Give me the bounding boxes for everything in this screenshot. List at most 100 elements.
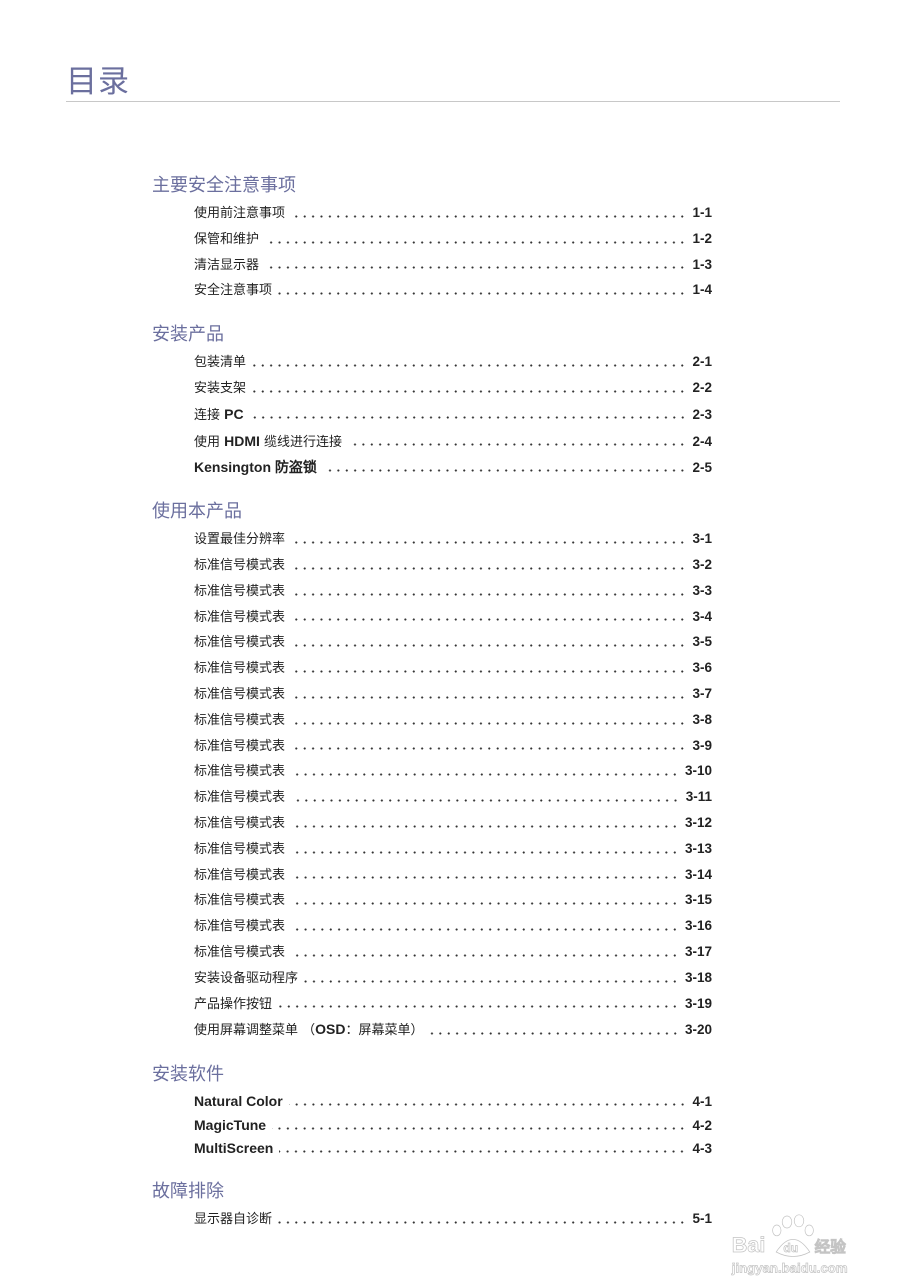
toc-entry[interactable]: 显示器自诊断 5-1 <box>194 1207 712 1233</box>
toc-entry[interactable]: 产品操作按钮 3-19 <box>194 992 712 1018</box>
entry-label: 标准信号模式表 <box>194 661 286 677</box>
page-number: 3-14 <box>684 866 712 882</box>
page-number: 3-7 <box>692 685 712 701</box>
svg-text:jingyan.baidu.com: jingyan.baidu.com <box>731 1260 848 1275</box>
section-heading[interactable]: 主要安全注意事项 <box>152 175 296 196</box>
section-heading[interactable]: 安装产品 <box>152 324 224 346</box>
dot-leader <box>272 1126 687 1130</box>
page-number: 3-12 <box>684 814 712 830</box>
dot-leader <box>288 1102 687 1106</box>
entry-label: 标准信号模式表 <box>194 944 286 960</box>
dot-leader <box>278 292 687 296</box>
entry-label: 使用屏幕调整菜单 （OSD：屏幕菜单） <box>194 1021 424 1039</box>
toc-entry[interactable]: 标准信号模式表 3-5 <box>194 630 712 656</box>
dot-leader <box>304 979 679 983</box>
entry-label: 标准信号模式表 <box>194 712 286 728</box>
entry-label: MultiScreen <box>194 1140 274 1157</box>
toc-entry[interactable]: 标准信号模式表 3-11 <box>194 785 712 811</box>
toc-entry[interactable]: 标准信号模式表 3-6 <box>194 656 712 682</box>
toc-entry[interactable]: 安装支架 2-2 <box>194 376 712 402</box>
svg-text:du: du <box>783 1241 798 1255</box>
page-number: 3-19 <box>684 995 712 1011</box>
toc-entry[interactable]: 标准信号模式表 3-3 <box>194 579 712 605</box>
toc-entry[interactable]: MagicTune 4-2 <box>194 1114 712 1138</box>
page-number: 1-2 <box>692 230 712 246</box>
toc-entry[interactable]: 安全注意事项 1-4 <box>194 278 712 304</box>
entry-label: 标准信号模式表 <box>194 557 286 573</box>
dot-leader <box>291 670 687 674</box>
toc-entry[interactable]: 使用前注意事项 1-1 <box>194 201 712 227</box>
page-number: 3-13 <box>684 840 712 856</box>
dot-leader <box>291 618 687 622</box>
dot-leader <box>291 953 679 957</box>
toc-entry[interactable]: 标准信号模式表 3-17 <box>194 940 712 966</box>
page-number: 1-1 <box>692 205 712 220</box>
toc-entry[interactable]: 标准信号模式表 3-14 <box>194 863 712 889</box>
dot-leader <box>265 266 687 270</box>
toc-entry[interactable]: 使用屏幕调整菜单 （OSD：屏幕菜单） 3-20 <box>194 1017 712 1044</box>
entry-label: 标准信号模式表 <box>194 790 286 806</box>
entry-label: 设置最佳分辨率 <box>194 532 286 548</box>
toc-section: 安装软件 Natural Color 4-1 MagicTune 4-2 MultiScr… <box>152 1060 712 1161</box>
entry-label: 标准信号模式表 <box>194 686 286 702</box>
entry-label: 使用 HDMI 缆线进行连接 <box>194 432 343 450</box>
dot-leader <box>291 928 679 932</box>
section-heading[interactable]: 安装软件 <box>152 1064 224 1086</box>
entry-label: 标准信号模式表 <box>194 635 286 651</box>
dot-leader <box>348 442 687 446</box>
section-heading[interactable]: 使用本产品 <box>152 501 242 523</box>
toc-entry[interactable]: 包装清单 2-1 <box>194 350 712 376</box>
dot-leader <box>291 824 679 828</box>
svg-text:经验: 经验 <box>815 1237 847 1256</box>
page-number: 3-4 <box>692 608 712 624</box>
dot-leader <box>279 1150 687 1154</box>
entry-label: 连接 PC <box>194 405 244 423</box>
svg-text:Bai: Bai <box>732 1232 766 1257</box>
toc-entry[interactable]: 标准信号模式表 3-8 <box>194 708 712 734</box>
toc-entry[interactable]: 标准信号模式表 3-4 <box>194 605 712 631</box>
dot-leader <box>249 416 687 420</box>
toc-entry[interactable]: 标准信号模式表 3-16 <box>194 914 712 940</box>
dot-leader <box>429 1031 679 1035</box>
toc-entry[interactable]: 清洁显示器 1-3 <box>194 253 712 279</box>
page-number: 3-15 <box>684 892 712 908</box>
entry-label: 标准信号模式表 <box>194 609 286 625</box>
toc-entry[interactable]: 标准信号模式表 3-12 <box>194 811 712 837</box>
entry-label: 保管和维护 <box>194 231 260 247</box>
dot-leader <box>291 850 679 854</box>
page-number: 3-18 <box>684 969 712 985</box>
toc-section: 故障排除显示器自诊断 5-1 <box>152 1177 712 1233</box>
toc-entry[interactable]: 标准信号模式表 3-2 <box>194 553 712 579</box>
toc-entry[interactable]: Kensington 防盗锁 2-5 <box>194 455 712 481</box>
entry-label: 标准信号模式表 <box>194 815 286 831</box>
entry-label: 标准信号模式表 <box>194 764 286 780</box>
toc-entry[interactable]: 保管和维护 1-2 <box>194 227 712 253</box>
dot-leader <box>291 876 679 880</box>
page-number: 3-3 <box>692 582 712 598</box>
toc-entry[interactable]: Natural Color 4-1 <box>194 1090 712 1114</box>
page-number: 3-10 <box>684 763 712 779</box>
toc-entry[interactable]: 标准信号模式表 3-10 <box>194 759 712 785</box>
page-number: 3-9 <box>692 737 712 753</box>
toc-entry[interactable]: MultiScreen 4-3 <box>194 1137 712 1161</box>
section-heading[interactable]: 故障排除 <box>152 1180 224 1202</box>
entry-label: 产品操作按钮 <box>194 996 273 1012</box>
toc-entry[interactable]: 标准信号模式表 3-7 <box>194 682 712 708</box>
toc-entry[interactable]: 标准信号模式表 3-13 <box>194 837 712 863</box>
dot-leader <box>291 799 680 803</box>
toc-entry[interactable]: 设置最佳分辨率 3-1 <box>194 527 712 553</box>
dot-leader <box>291 747 687 751</box>
entry-label: 包装清单 <box>194 355 247 371</box>
entry-label: Kensington 防盗锁 <box>194 459 317 476</box>
dot-leader <box>291 644 687 648</box>
toc-entry[interactable]: 连接 PC 2-3 <box>194 402 712 429</box>
entry-label: 安装设备驱动程序 <box>194 970 299 986</box>
dot-leader <box>265 240 687 244</box>
page-number: 3-6 <box>692 660 712 676</box>
toc-entry[interactable]: 使用 HDMI 缆线进行连接 2-4 <box>194 429 712 456</box>
toc-entry[interactable]: 安装设备驱动程序 3-18 <box>194 966 712 992</box>
toc-entry[interactable]: 标准信号模式表 3-15 <box>194 888 712 914</box>
page-number: 5-1 <box>692 1210 712 1226</box>
toc-entry[interactable]: 标准信号模式表 3-9 <box>194 734 712 760</box>
dot-leader <box>291 902 679 906</box>
